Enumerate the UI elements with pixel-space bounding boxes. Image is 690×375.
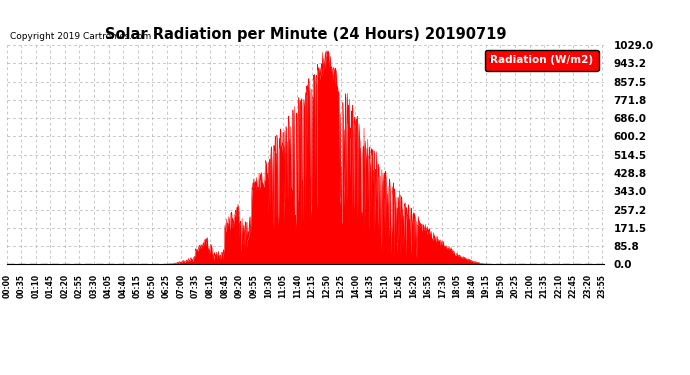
Legend: Radiation (W/m2): Radiation (W/m2): [485, 50, 598, 70]
Title: Solar Radiation per Minute (24 Hours) 20190719: Solar Radiation per Minute (24 Hours) 20…: [105, 27, 506, 42]
Text: Copyright 2019 Cartronics.com: Copyright 2019 Cartronics.com: [10, 32, 152, 41]
